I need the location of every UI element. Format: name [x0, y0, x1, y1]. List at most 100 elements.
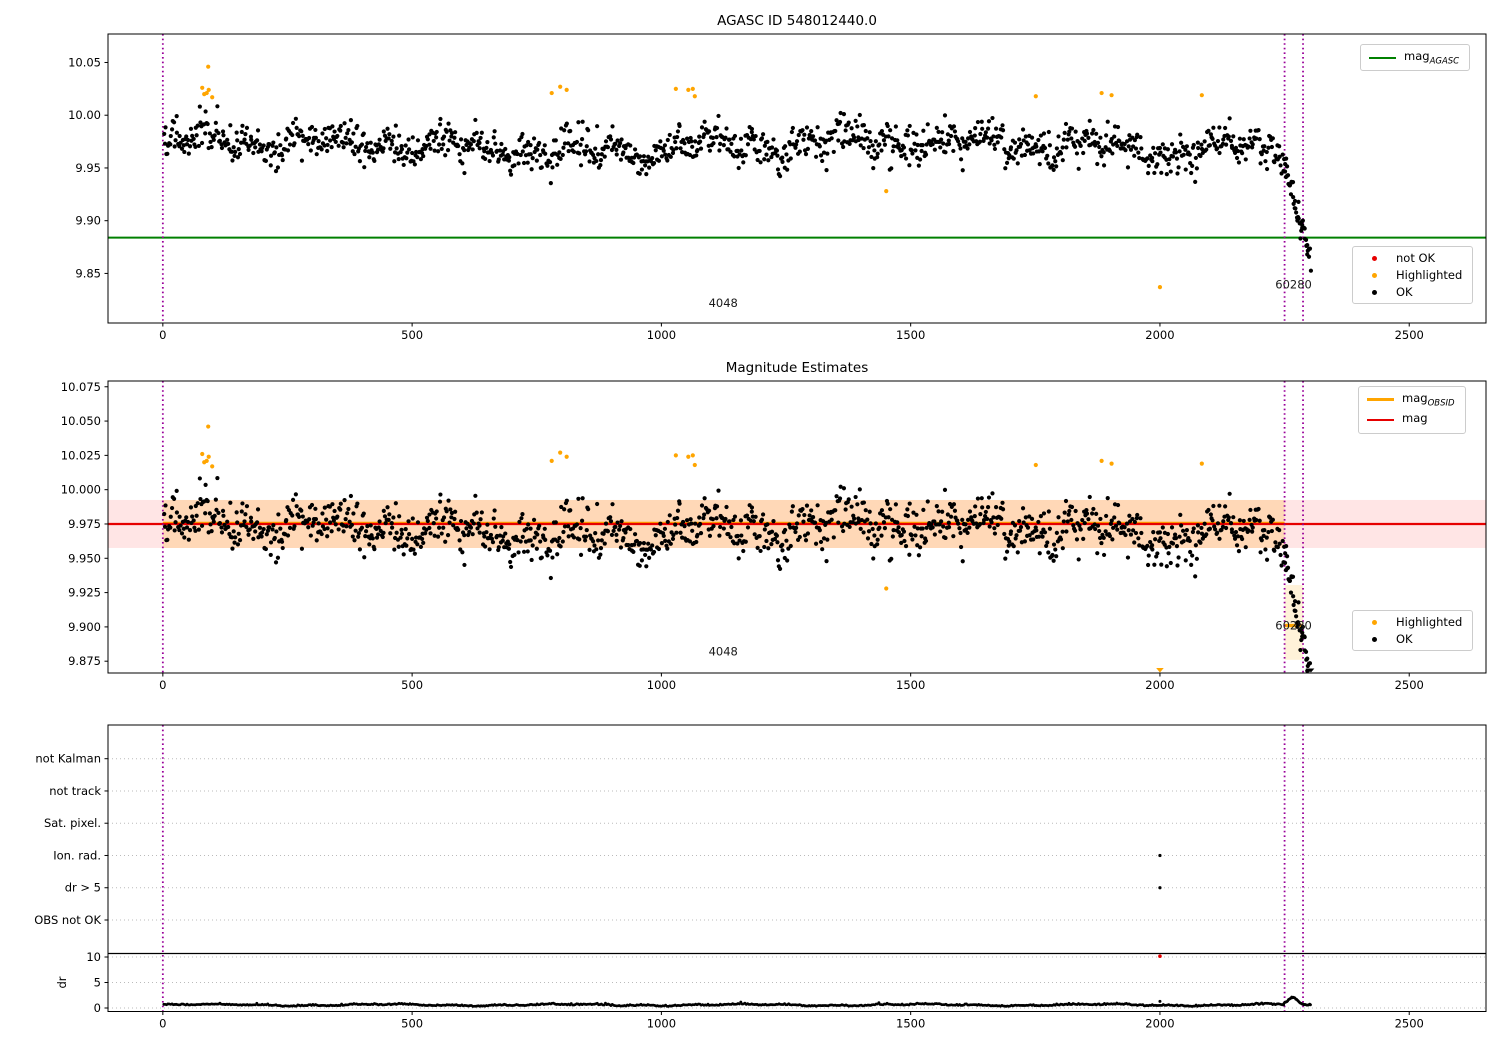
plot2-ok-point [517, 519, 522, 525]
legend-item-ok: OK [1361, 632, 1462, 646]
plot2-ok-point [1038, 514, 1043, 519]
plot1-ok-point [162, 131, 167, 137]
plot1-ok-point [646, 154, 651, 159]
plot2-ok-point [228, 500, 233, 505]
plot2-y-tick-label: 10.000 [61, 483, 101, 497]
plot1-highlighted-point [210, 95, 215, 100]
plot1-ok-point [698, 146, 704, 151]
plot1-ok-point [1004, 160, 1010, 165]
plot2-ok-point [752, 532, 757, 537]
plot1-ok-point [809, 129, 814, 134]
plot2-ok-point [846, 497, 851, 502]
plot2-ok-point [564, 498, 569, 503]
plot1-ok-point [1007, 153, 1012, 158]
plot2-ok-point [239, 509, 244, 514]
plot2-ok-point [587, 547, 592, 552]
plot1-ok-point [797, 149, 802, 154]
plot2-ok-point [1290, 574, 1296, 579]
plot1-ok-point [833, 128, 838, 134]
plot2-ok-point [775, 540, 780, 545]
plot1-ok-point [276, 132, 281, 137]
plot1-ok-point [689, 139, 694, 144]
plot2-ok-point [290, 513, 295, 518]
plot2-ok-point [684, 518, 690, 523]
plot2-ok-point [437, 499, 443, 504]
plot1-ok-point [987, 141, 992, 146]
plot2-ok-point [1224, 525, 1229, 531]
plot2-ok-point [932, 532, 937, 537]
plot2-ok-point [1040, 534, 1045, 539]
plot1-ok-point [1014, 148, 1019, 153]
plot2-ok-point [363, 534, 368, 539]
plot2-ok-point [1305, 656, 1310, 661]
plot1-ok-point [907, 123, 912, 129]
plot2-ok-point [162, 511, 167, 517]
plot2-ok-point [698, 531, 704, 536]
plot1-ok-point [619, 137, 624, 142]
plot2-ok-point [1003, 556, 1008, 561]
plot2-ok-point [867, 509, 872, 514]
plot2-ok-point [1046, 509, 1051, 514]
plot2-ok-point [693, 521, 698, 526]
plot2-ok-point [507, 542, 512, 547]
plot2-ok-point [356, 534, 361, 539]
plot1-ok-point [499, 141, 504, 147]
plot1-legend-mag[interactable]: magAGASC [1360, 44, 1471, 72]
plot2-ok-point [493, 524, 498, 529]
plot1-ok-point [434, 135, 439, 140]
plot2-ok-point [320, 511, 325, 516]
plot2-ok-point [639, 558, 645, 563]
plot2-ok-point [1139, 530, 1144, 536]
plot2-ok-point [637, 563, 642, 568]
plot1-ok-point [706, 129, 712, 134]
black-dot-swatch [1372, 289, 1377, 295]
plot2-ok-point [1256, 506, 1261, 512]
plot2-ok-point [880, 512, 886, 518]
plot2-ok-point [706, 508, 712, 513]
plot2-ok-point [871, 556, 876, 561]
plot1-ok-point [580, 119, 585, 124]
plot1-ok-point [979, 119, 984, 124]
plot1-ok-point [205, 121, 210, 127]
plot1-ok-point [1207, 143, 1212, 148]
plot1-legend-flags[interactable]: not OK Highlighted OK [1352, 246, 1474, 304]
plot2-highlighted-point [884, 586, 889, 591]
plot2-ok-point [1115, 502, 1121, 508]
plot1-ok-point [284, 136, 289, 141]
plot1-ok-point [694, 153, 699, 158]
plot1-ok-point [484, 145, 489, 150]
plot2-ok-point [231, 529, 236, 534]
plot1-ok-point [682, 141, 687, 146]
plot1-ok-point [381, 146, 386, 151]
plot2-ok-point [611, 528, 616, 534]
plot2-ok-point [1159, 562, 1164, 567]
plot1-ok-point [1012, 140, 1018, 145]
plot1-ok-point [813, 154, 819, 159]
plot2-ok-point [689, 521, 694, 526]
plot1-ok-point [1063, 121, 1069, 127]
plot1-ok-point [910, 151, 915, 156]
plot2-ok-point [858, 526, 863, 531]
plot2-highlighted-point [692, 462, 697, 468]
plot1-ok-point [938, 145, 943, 150]
plot2-ok-point [451, 523, 456, 528]
plot1-ok-point [936, 129, 941, 134]
plot1-ok-point [915, 142, 920, 148]
plot1-ok-point [1151, 145, 1156, 150]
plot2-legend-flags[interactable]: Highlighted OK [1352, 610, 1474, 651]
plot1-ok-point [548, 180, 553, 186]
plot2-ok-point [736, 556, 741, 561]
plot2-ok-point [243, 512, 248, 517]
plot2-ok-point [956, 521, 961, 526]
plot2-legend-mag[interactable]: magOBSID mag [1358, 386, 1466, 434]
plot2-ok-point [346, 506, 351, 512]
plot2-ok-point [741, 548, 746, 554]
plot1-ok-point [485, 140, 490, 145]
plot2-ok-point [888, 507, 893, 512]
plot1-ok-point [863, 128, 868, 134]
plot1-ok-point [916, 163, 921, 168]
plot1-ok-point [886, 134, 891, 139]
plot2-ok-point [261, 526, 266, 532]
plot2-ok-point [716, 488, 721, 493]
